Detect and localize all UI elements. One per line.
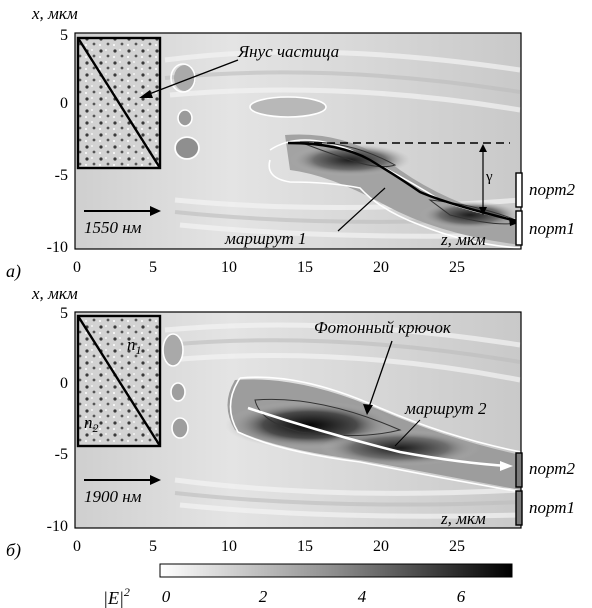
- colorbar-label: |E|2: [103, 585, 130, 608]
- gamma-label: γ: [485, 169, 493, 185]
- z-tick-a-25: 25: [449, 259, 465, 276]
- colorbar-tick-6: 6: [457, 587, 466, 606]
- port-2-marker-b: [515, 452, 523, 488]
- panel-letter-b: б): [6, 540, 21, 561]
- z-tick-b-5: 5: [149, 538, 157, 555]
- port-1-label-b: порт1: [529, 498, 575, 517]
- n1-label: n1: [127, 335, 142, 357]
- route-2-path: [247, 406, 509, 468]
- z-tick-a-5: 5: [149, 259, 157, 276]
- colorbar: |E|2 0 2 4 6: [103, 563, 513, 608]
- route-1-arrowhead: [509, 218, 521, 226]
- janus-particle-label: Янус частица: [237, 42, 339, 61]
- x-axis-label-a: x, мкм: [31, 4, 78, 23]
- route-2-label: маршрут 2: [404, 399, 487, 418]
- z-tick-a-0: 0: [73, 259, 81, 276]
- z-tick-b-15: 15: [297, 538, 313, 555]
- z-tick-a-15: 15: [297, 259, 313, 276]
- route-1-path: [287, 141, 522, 224]
- z-axis-label-a: z, мкм: [440, 230, 486, 249]
- port-1-label-a: порт1: [529, 219, 575, 238]
- panel-b-field: [75, 312, 521, 528]
- port-2-marker-a: [515, 172, 523, 208]
- route-2-arrowhead: [500, 461, 513, 471]
- z-tick-b-10: 10: [221, 538, 237, 555]
- x-tick-b-neg10: -10: [47, 518, 68, 535]
- photonic-hook-arrow: [367, 340, 393, 411]
- port-1-marker-a: [515, 210, 523, 246]
- x-tick-b-0: 0: [60, 375, 68, 392]
- panel-b: Фотонный крючок маршрут 2 n1 n2 1900 нм …: [6, 284, 576, 561]
- route-1-label-leader: [337, 187, 386, 232]
- x-tick-a-0: 0: [60, 95, 68, 112]
- x-tick-a-5: 5: [60, 27, 68, 44]
- route-1-label: маршрут 1: [224, 229, 307, 248]
- wavelength-label-a: 1550 нм: [84, 218, 142, 237]
- z-axis-label-b: z, мкм: [440, 509, 486, 528]
- z-tick-a-10: 10: [221, 259, 237, 276]
- janus-label-arrow: [143, 59, 239, 97]
- panel-letter-a: а): [6, 261, 21, 282]
- x-tick-a-neg10: -10: [47, 239, 68, 256]
- port-2-label-a: порт2: [529, 180, 576, 199]
- panel-a-field: [75, 33, 521, 249]
- route-2-label-leader: [394, 419, 421, 447]
- photonic-hook-label: Фотонный крючок: [314, 318, 452, 337]
- port-1-marker-b: [515, 490, 523, 526]
- z-tick-b-20: 20: [373, 538, 389, 555]
- z-tick-b-25: 25: [449, 538, 465, 555]
- x-axis-label-b: x, мкм: [31, 284, 78, 303]
- z-tick-a-20: 20: [373, 259, 389, 276]
- panel-a: γ Янус частица маршрут 1 1550 нм x, мкм …: [6, 4, 576, 282]
- colorbar-gradient: [159, 563, 513, 578]
- z-tick-b-0: 0: [73, 538, 81, 555]
- colorbar-tick-2: 2: [259, 587, 268, 606]
- x-tick-a-neg5: -5: [55, 167, 68, 184]
- x-tick-b-5: 5: [60, 305, 68, 322]
- wavelength-label-b: 1900 нм: [84, 487, 142, 506]
- port-2-label-b: порт2: [529, 459, 576, 478]
- n2-label: n2: [84, 413, 99, 435]
- colorbar-tick-0: 0: [162, 587, 171, 606]
- colorbar-tick-4: 4: [358, 587, 367, 606]
- x-tick-b-neg5: -5: [55, 446, 68, 463]
